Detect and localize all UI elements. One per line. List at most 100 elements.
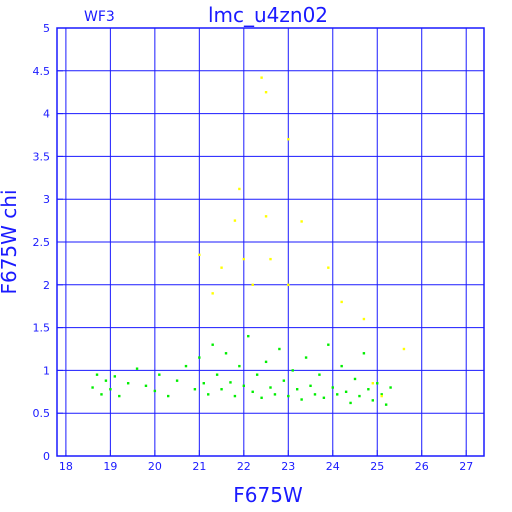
data-point bbox=[202, 382, 205, 385]
data-point bbox=[353, 377, 357, 381]
data-point bbox=[109, 388, 112, 391]
y-tick-label: 0.5 bbox=[33, 407, 51, 420]
data-point bbox=[211, 343, 214, 346]
data-point bbox=[135, 367, 139, 370]
data-point bbox=[264, 91, 268, 94]
data-point bbox=[304, 356, 308, 359]
data-point bbox=[113, 375, 117, 378]
y-tick-label: 3 bbox=[43, 193, 50, 206]
data-point bbox=[215, 373, 219, 376]
data-point bbox=[207, 393, 210, 396]
data-point bbox=[300, 398, 303, 401]
data-point bbox=[220, 388, 223, 391]
x-tick-label: 19 bbox=[103, 460, 117, 473]
y-axis-label: F675W chi bbox=[0, 189, 21, 294]
data-point bbox=[327, 343, 330, 346]
data-point bbox=[349, 401, 352, 405]
data-point bbox=[211, 292, 214, 295]
y-tick-label: 1.5 bbox=[33, 322, 51, 335]
data-point bbox=[344, 390, 348, 393]
data-point bbox=[362, 317, 366, 321]
data-point bbox=[264, 215, 268, 218]
data-point bbox=[278, 347, 281, 351]
data-point bbox=[318, 373, 321, 376]
data-point bbox=[233, 394, 237, 398]
y-tick-label: 5 bbox=[43, 22, 50, 35]
plot-frame bbox=[56, 27, 485, 457]
data-point bbox=[153, 389, 157, 393]
points-layer bbox=[91, 76, 406, 406]
data-point bbox=[376, 382, 379, 385]
data-point bbox=[367, 388, 370, 391]
data-point bbox=[384, 403, 388, 406]
data-point bbox=[184, 364, 188, 368]
x-tick-label: 23 bbox=[281, 460, 295, 473]
x-tick-label: 21 bbox=[192, 460, 206, 473]
data-point bbox=[371, 399, 375, 402]
data-point bbox=[273, 393, 277, 396]
data-point bbox=[260, 76, 263, 79]
data-point bbox=[144, 384, 148, 388]
data-point bbox=[269, 386, 272, 389]
data-point bbox=[126, 382, 130, 385]
data-point bbox=[166, 394, 170, 398]
x-tick-label: 20 bbox=[148, 460, 162, 473]
subtitle-label: WF3 bbox=[84, 9, 115, 25]
data-point bbox=[327, 266, 330, 269]
data-point bbox=[287, 394, 290, 398]
data-point bbox=[91, 386, 94, 389]
data-point bbox=[238, 364, 241, 368]
data-point bbox=[175, 379, 179, 382]
y-tick-label: 3.5 bbox=[33, 150, 51, 163]
data-point bbox=[224, 352, 228, 355]
x-tick-label: 22 bbox=[237, 460, 251, 473]
data-point bbox=[322, 396, 326, 399]
y-tick-label: 1 bbox=[43, 364, 50, 377]
data-point bbox=[380, 394, 383, 398]
y-tick-label: 2.5 bbox=[33, 236, 51, 249]
x-tick-label: 25 bbox=[370, 460, 384, 473]
data-point bbox=[198, 356, 201, 359]
data-point bbox=[242, 257, 246, 261]
data-point bbox=[193, 388, 197, 391]
data-point bbox=[198, 253, 201, 257]
data-point bbox=[158, 373, 161, 376]
x-tick-label: 18 bbox=[59, 460, 73, 473]
x-tick-label: 26 bbox=[415, 460, 429, 473]
chart-title: lmc_u4zn02 bbox=[208, 3, 328, 27]
data-point bbox=[402, 347, 406, 351]
x-tick-label: 27 bbox=[459, 460, 473, 473]
data-point bbox=[255, 373, 259, 376]
data-point bbox=[100, 393, 103, 396]
data-point bbox=[291, 369, 294, 372]
data-point bbox=[269, 257, 272, 261]
data-point bbox=[264, 360, 268, 364]
y-tick-label: 0 bbox=[43, 450, 50, 463]
data-point bbox=[300, 220, 303, 223]
data-point bbox=[233, 219, 237, 222]
data-point bbox=[336, 393, 339, 396]
data-point bbox=[260, 396, 263, 399]
x-axis-label: F675W bbox=[233, 483, 303, 507]
data-point bbox=[229, 381, 232, 384]
y-tick-label: 2 bbox=[43, 279, 50, 292]
data-point bbox=[238, 187, 241, 191]
data-point bbox=[389, 386, 392, 389]
data-point bbox=[95, 373, 99, 376]
data-point bbox=[242, 384, 246, 388]
data-point bbox=[309, 384, 312, 388]
data-point bbox=[340, 300, 343, 304]
data-point bbox=[282, 379, 286, 382]
data-point bbox=[295, 388, 299, 391]
data-point bbox=[358, 394, 361, 398]
data-point bbox=[287, 138, 290, 141]
data-point bbox=[331, 386, 334, 389]
data-point bbox=[340, 364, 343, 368]
data-point bbox=[362, 352, 366, 355]
data-point bbox=[380, 393, 383, 396]
data-point bbox=[118, 394, 121, 398]
data-point bbox=[104, 379, 108, 382]
y-tick-label: 4 bbox=[43, 108, 50, 121]
